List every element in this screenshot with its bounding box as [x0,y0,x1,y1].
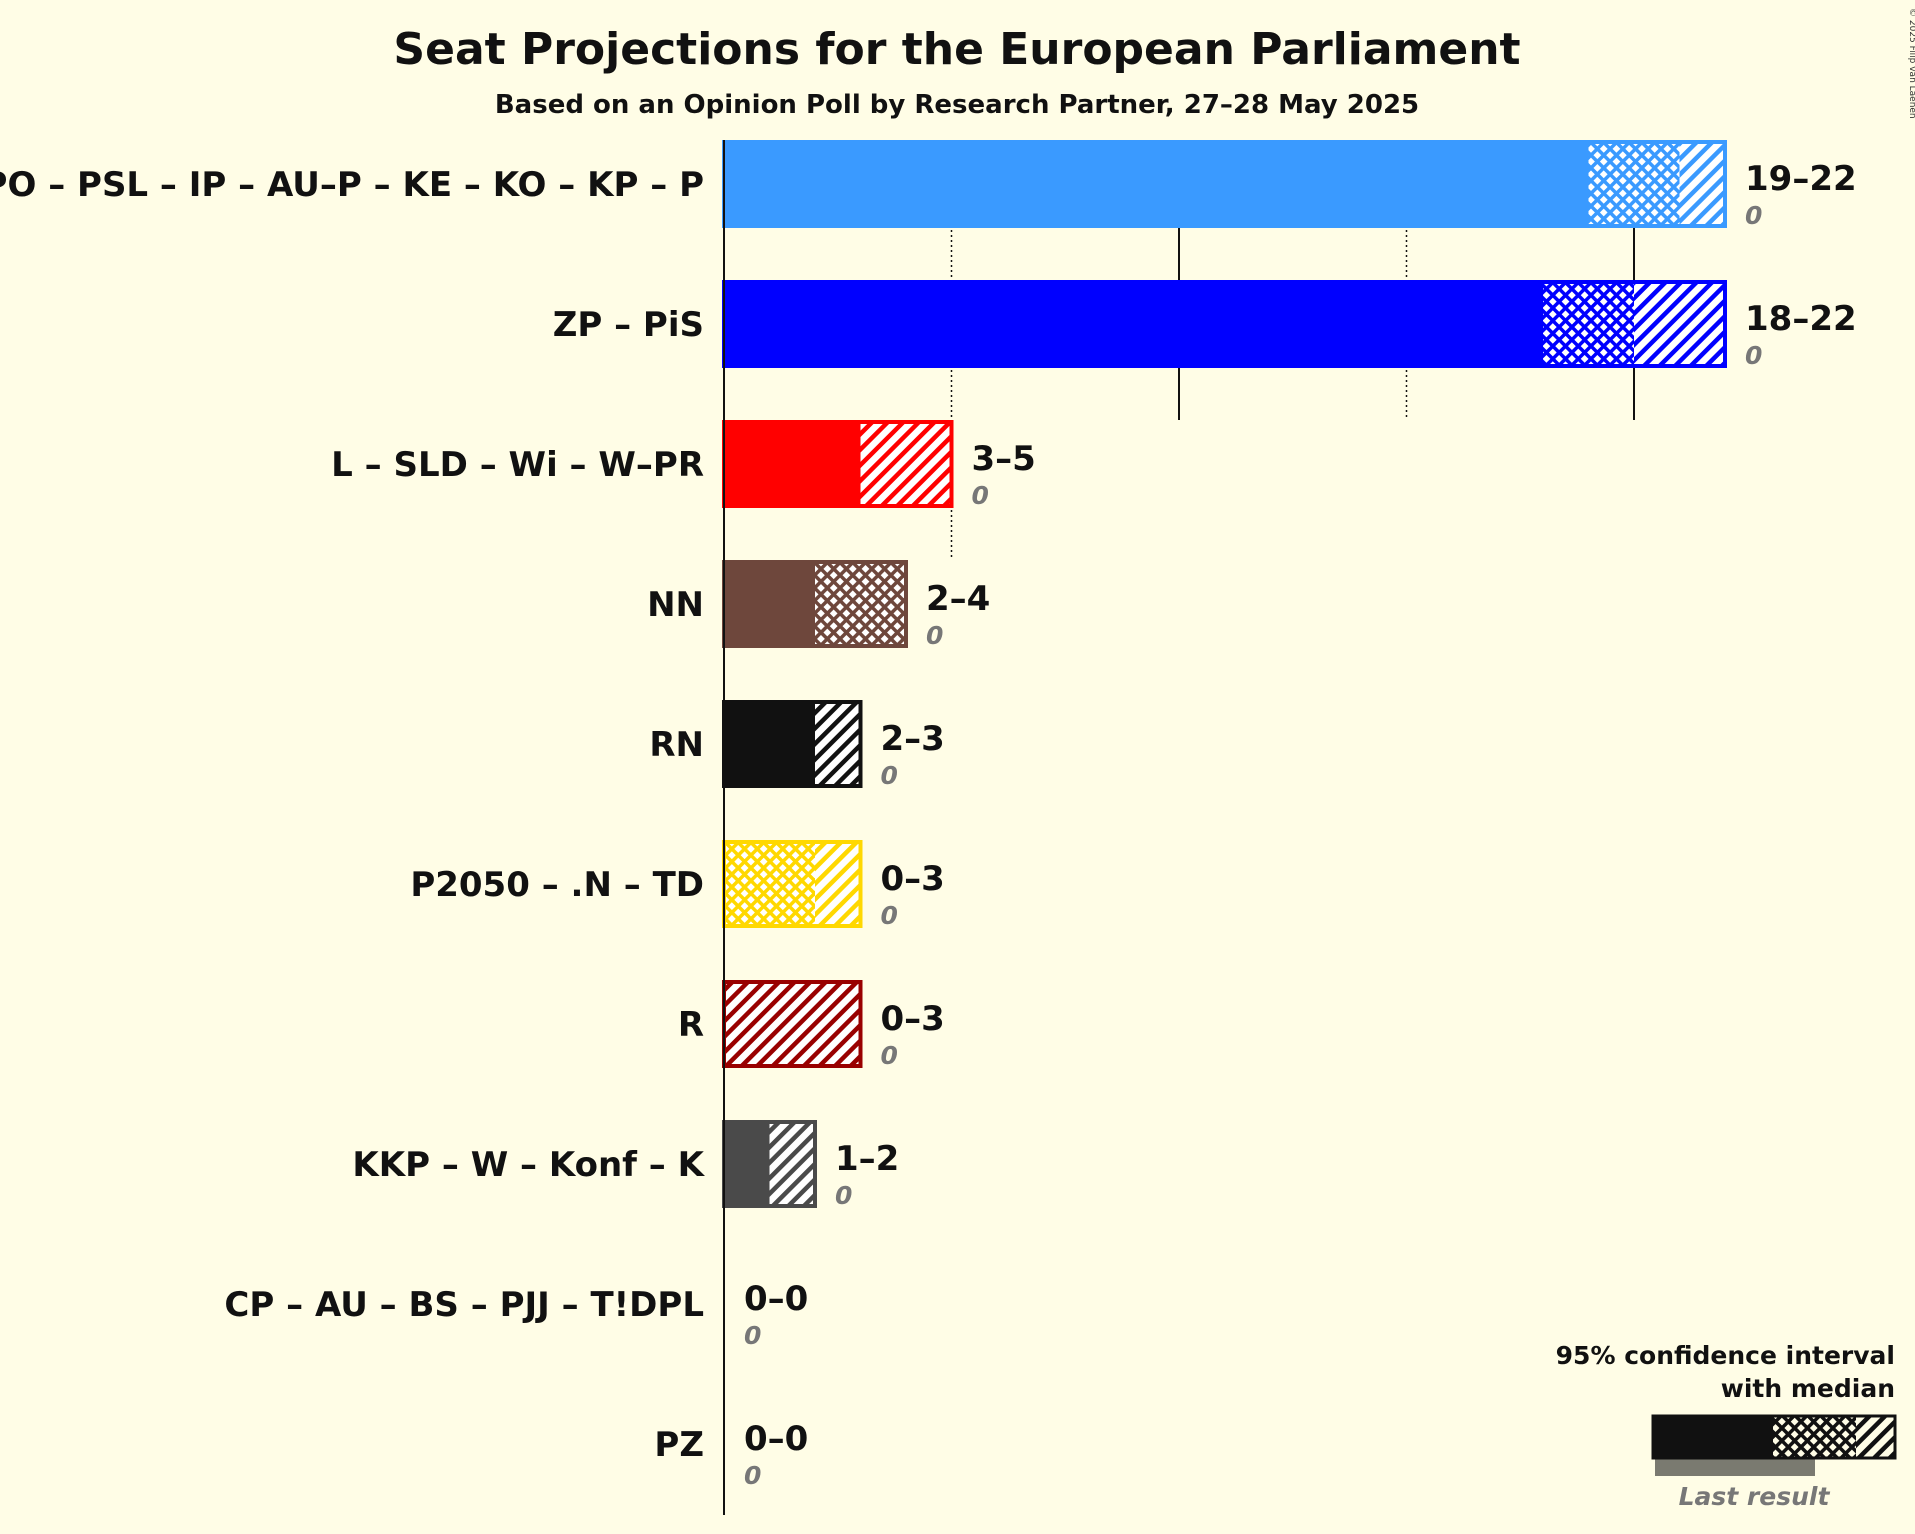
party-row: NN 2–40 [647,560,990,650]
party-label: NN [647,585,704,625]
legend-outline [1651,1414,1897,1460]
party-label: L – SLD – Wi – W–PR [331,445,704,485]
range-label: 3–5 [972,439,1036,479]
bar-solid-segment [724,1122,770,1206]
party-label: CP – AU – BS – PJJ – T!DPL [224,1285,704,1325]
range-label: 0–3 [881,859,945,899]
legend-hatch-segment [1856,1416,1895,1458]
bar-solid-segment [724,282,1543,366]
bar-upper-hatch [1634,282,1725,366]
party-label: KKP – W – Konf – K [352,1145,705,1185]
bar-upper-hatch [860,422,952,506]
last-result-label: 0 [881,761,898,790]
bar-median-crosshatch [1543,282,1634,366]
bar-median-crosshatch [1588,142,1680,226]
party-label: P2050 – .N – TD [410,865,704,905]
party-row: P2050 – .N – TD 0–30 [410,840,945,930]
party-row: RN 2–30 [649,700,945,790]
range-label: 0–0 [744,1419,808,1459]
last-result-label: 0 [744,1461,761,1490]
range-label: 19–22 [1745,159,1857,199]
last-result-label: 0 [744,1321,761,1350]
party-row: KKP – W – Konf – K 1–20 [352,1120,899,1210]
legend-last-result-bar [1655,1456,1815,1476]
bar-solid-segment [724,562,815,646]
party-row: R 0–30 [678,980,945,1070]
bar-solid-segment [724,142,1589,226]
legend-last-result-label: Last result [1679,1482,1831,1511]
party-label: R [678,1005,704,1045]
bar-solid-segment [724,422,861,506]
last-result-label: 0 [881,1041,898,1070]
range-label: 0–0 [744,1279,808,1319]
bar-upper-hatch [815,702,861,786]
last-result-label: 0 [835,1181,852,1210]
party-row: PZ 0–00 [654,1419,808,1490]
last-result-label: 0 [926,621,943,650]
range-label: 0–3 [881,999,945,1039]
party-row: CP – AU – BS – PJJ – T!DPL 0–00 [224,1279,808,1350]
party-label: RN [649,725,704,765]
range-label: 2–3 [881,719,945,759]
last-result-label: 0 [972,481,989,510]
bar-upper-hatch [815,842,861,926]
copyright-text: © 2025 Filip van Laenen [1907,8,1915,119]
last-result-label: 0 [881,901,898,930]
bar-upper-hatch [769,1122,815,1206]
bar-solid-segment [724,702,815,786]
bar-upper-hatch [1679,142,1725,226]
chart-subtitle: Based on an Opinion Poll by Research Par… [495,90,1419,120]
last-result-label: 0 [1745,341,1762,370]
last-result-label: 0 [1745,201,1762,230]
legend: 95% confidence interval with median Last… [1556,1341,1897,1511]
party-rows: PO – PSL – IP – AU–P – KE – KO – KP – P 1… [0,140,1857,1490]
chart-title: Seat Projections for the European Parlia… [393,24,1520,75]
bar-upper-hatch [724,982,861,1066]
legend-crosshatch-segment [1773,1416,1856,1458]
legend-line-1: 95% confidence interval [1556,1341,1895,1370]
party-label: PO – PSL – IP – AU–P – KE – KO – KP – P [0,165,704,205]
party-label: ZP – PiS [553,305,704,345]
legend-line-2: with median [1721,1374,1895,1403]
party-row: ZP – PiS 18–220 [553,280,1857,370]
party-row: PO – PSL – IP – AU–P – KE – KO – KP – P 1… [0,140,1857,230]
range-label: 1–2 [835,1139,899,1179]
legend-solid-segment [1653,1416,1773,1458]
range-label: 18–22 [1745,299,1857,339]
party-row: L – SLD – Wi – W–PR 3–50 [331,420,1036,510]
party-label: PZ [654,1425,704,1465]
bar-median-crosshatch [815,562,906,646]
bar-median-crosshatch [724,842,815,926]
range-label: 2–4 [926,579,990,619]
